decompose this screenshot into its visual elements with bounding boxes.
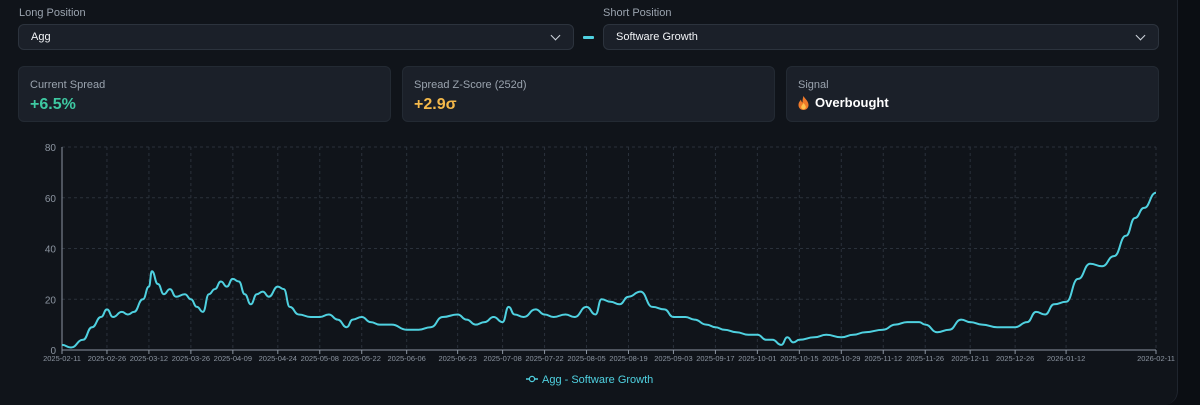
x-tick-label: 2026-02-11 bbox=[1137, 354, 1175, 363]
spread-chart: 0 20 40 60 80 2025-02-11 2025-02-26 2025-03-12 2… bbox=[0, 135, 1177, 395]
x-tick-label: 2025-11-12 bbox=[864, 354, 902, 363]
x-tick-label: 2025-03-26 bbox=[172, 354, 210, 363]
x-tick-label: 2025-05-22 bbox=[343, 354, 381, 363]
short-position-select[interactable]: Software Growth bbox=[603, 24, 1159, 50]
x-tick-label: 2025-08-19 bbox=[609, 354, 647, 363]
x-tick-label: 2025-07-22 bbox=[525, 354, 563, 363]
short-position-label: Short Position bbox=[603, 7, 672, 19]
fire-icon bbox=[798, 95, 809, 110]
zscore-card: Spread Z-Score (252d) +2.9σ bbox=[402, 66, 775, 122]
y-tick-label: 20 bbox=[45, 295, 57, 306]
x-tick-label: 2025-07-08 bbox=[483, 354, 521, 363]
short-position-value: Software Growth bbox=[616, 31, 698, 43]
x-tick-label: 2025-02-26 bbox=[88, 354, 126, 363]
x-tick-label: 2025-11-26 bbox=[906, 354, 944, 363]
x-tick-label: 2025-12-26 bbox=[996, 354, 1034, 363]
x-tick-label: 2025-03-12 bbox=[130, 354, 168, 363]
x-tick-label: 2025-10-01 bbox=[738, 354, 776, 363]
x-tick-label: 2025-04-09 bbox=[214, 354, 252, 363]
legend-swatch-marker bbox=[528, 375, 536, 383]
x-tick-label: 2025-10-29 bbox=[822, 354, 860, 363]
y-tick-label: 80 bbox=[45, 143, 57, 154]
y-tick-label: 60 bbox=[45, 194, 57, 205]
legend-label: Agg - Software Growth bbox=[542, 374, 653, 386]
x-tick-label: 2025-06-06 bbox=[387, 354, 425, 363]
y-tick-label: 40 bbox=[45, 245, 57, 256]
signal-title: Signal bbox=[798, 79, 829, 91]
current-spread-card: Current Spread +6.5% bbox=[18, 66, 391, 122]
x-tick-label: 2025-09-17 bbox=[696, 354, 734, 363]
versus-dash bbox=[583, 36, 594, 39]
signal-value: Overbought bbox=[815, 95, 889, 110]
zscore-title: Spread Z-Score (252d) bbox=[414, 79, 527, 91]
long-position-select[interactable]: Agg bbox=[18, 24, 574, 50]
current-spread-value: +6.5% bbox=[30, 96, 76, 113]
spread-line-chart: 0 20 40 60 80 2025-02-11 2025-02-26 2025-03-12 2… bbox=[43, 143, 1175, 386]
current-spread-title: Current Spread bbox=[30, 79, 106, 91]
x-tick-label: 2025-10-15 bbox=[780, 354, 818, 363]
x-tick-label: 2025-09-03 bbox=[654, 354, 692, 363]
y-tick-label: 0 bbox=[50, 346, 56, 357]
series-line bbox=[61, 191, 1157, 349]
long-position-label: Long Position bbox=[19, 7, 86, 19]
x-tick-label: 2026-01-12 bbox=[1047, 354, 1085, 363]
x-tick-label: 2025-05-08 bbox=[301, 354, 339, 363]
x-tick-label: 2025-08-05 bbox=[567, 354, 605, 363]
x-tick-label: 2025-12-11 bbox=[951, 354, 989, 363]
x-tick-label: 2025-06-23 bbox=[438, 354, 476, 363]
long-position-value: Agg bbox=[31, 31, 51, 43]
x-tick-label: 2025-04-24 bbox=[259, 354, 297, 363]
chevron-down-icon bbox=[550, 30, 561, 40]
zscore-value: +2.9σ bbox=[414, 96, 457, 113]
chevron-down-icon bbox=[1135, 30, 1146, 40]
signal-card: Signal Overbought bbox=[786, 66, 1159, 122]
x-tick-label: 2025-02-11 bbox=[43, 354, 81, 363]
